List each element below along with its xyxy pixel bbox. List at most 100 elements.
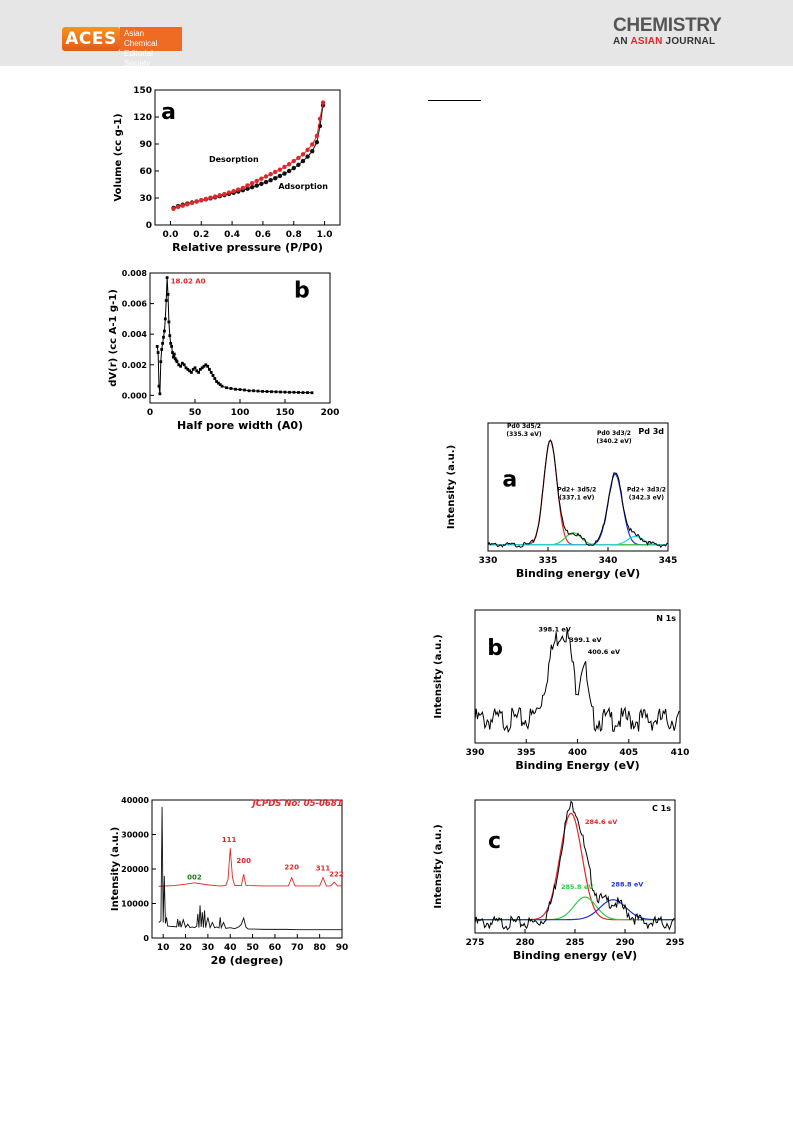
x-axis-label: 2θ (degree) bbox=[211, 954, 284, 967]
pore-data-point bbox=[211, 374, 215, 377]
peak-annotation: 284.6 eV bbox=[585, 818, 617, 826]
data-point-desorption bbox=[273, 169, 278, 175]
y-axis-label: Volume (cc g-1) bbox=[113, 113, 124, 201]
peak-annotation: Pd0 3d3/2 bbox=[597, 430, 631, 437]
data-point-desorption bbox=[199, 198, 204, 203]
data-point-desorption bbox=[203, 196, 209, 202]
peak-label: 111 bbox=[222, 836, 237, 844]
data-point-desorption bbox=[300, 152, 306, 157]
pore-data-point bbox=[193, 366, 197, 370]
plot-frame bbox=[151, 799, 343, 939]
x-tick-label: 50 bbox=[246, 943, 259, 953]
xrd-pattern-red bbox=[158, 848, 342, 887]
panel-letter: c bbox=[488, 829, 501, 854]
x-tick-label: 40 bbox=[224, 943, 237, 953]
data-point-adsorption bbox=[310, 149, 315, 154]
bet-isotherm-figure: 0.0 0.2 0.4 0.6 0.8 1.0 0 30 60 90 120 150 Relative … bbox=[110, 82, 350, 262]
xrd-pattern-black bbox=[158, 806, 342, 931]
pore-data-point bbox=[265, 390, 269, 393]
data-point-desorption bbox=[314, 133, 320, 139]
peak-label: 311 bbox=[316, 864, 331, 872]
data-point-desorption bbox=[245, 183, 250, 188]
data-point-desorption bbox=[282, 164, 287, 170]
x-tick-label: 340 bbox=[599, 556, 618, 566]
data-point-desorption bbox=[249, 180, 255, 186]
x-tick-label: 0.2 bbox=[193, 230, 209, 240]
y-tick-label: 0.002 bbox=[122, 361, 147, 370]
peak-label: 002 bbox=[187, 873, 202, 881]
x-axis-label: Binding energy (eV) bbox=[516, 567, 640, 580]
peak-annotation: 398.1 eV bbox=[539, 625, 571, 633]
x-tick-label: 0 bbox=[147, 408, 153, 418]
data-point-desorption bbox=[180, 203, 185, 208]
y-axis-label: Intensity (a.u.) bbox=[446, 445, 457, 529]
pore-data-point bbox=[157, 384, 161, 388]
xps-n1s-chart: 390 395 400 405 410 Binding Energy (eV) Intens… bbox=[433, 609, 690, 772]
data-point-desorption bbox=[277, 167, 283, 172]
x-tick-label: 200 bbox=[321, 408, 340, 418]
data-point-desorption bbox=[222, 191, 227, 197]
raw-spectrum bbox=[474, 628, 680, 733]
data-point-desorption bbox=[185, 202, 190, 207]
peak-annotation: Pd2+ 3d3/2 bbox=[627, 486, 666, 493]
x-tick-label: 100 bbox=[231, 408, 250, 418]
aces-society-text: Asian Chemical Editorial Society bbox=[120, 27, 182, 68]
x-tick-label: 80 bbox=[313, 943, 326, 953]
peak-annotation-value: (340.2 eV) bbox=[596, 438, 632, 445]
xps-c1s-chart: 275 280 285 290 295 Binding energy (eV) Intens… bbox=[433, 799, 685, 962]
pore-data-point bbox=[256, 389, 260, 393]
x-tick-label: 10 bbox=[157, 943, 170, 953]
x-tick-label: 275 bbox=[466, 938, 485, 948]
panel-letter: a bbox=[502, 467, 517, 492]
y-tick-label: 0.004 bbox=[122, 330, 148, 339]
peak-label: 220 bbox=[284, 864, 299, 872]
data-point-desorption bbox=[286, 162, 292, 167]
peak-annotation: 288.8 eV bbox=[611, 880, 643, 888]
pore-data-point bbox=[292, 390, 296, 394]
pore-data-point bbox=[156, 351, 160, 354]
blank-underline bbox=[428, 100, 481, 101]
peak-label: 222 bbox=[329, 871, 344, 879]
x-tick-label: 295 bbox=[666, 938, 685, 948]
x-tick-label: 410 bbox=[671, 748, 690, 758]
pore-data-point bbox=[160, 348, 164, 351]
xrd-figure: 10 20 30 40 50 60 70 80 90 0 10000 20000 30000 40000 2… bbox=[100, 795, 350, 975]
pore-data-point bbox=[163, 329, 166, 333]
pore-data-point bbox=[165, 276, 169, 279]
x-tick-label: 390 bbox=[466, 748, 485, 758]
data-point-adsorption bbox=[254, 183, 259, 188]
y-tick-label: 20000 bbox=[121, 865, 149, 874]
xps-c1s-figure: 275 280 285 290 295 Binding energy (eV) Intens… bbox=[433, 795, 690, 967]
x-tick-label: 290 bbox=[616, 938, 635, 948]
raw-spectrum bbox=[474, 800, 675, 931]
journal-title: CHEMISTRY bbox=[613, 15, 722, 36]
data-point-adsorption bbox=[259, 181, 264, 187]
plot-frame bbox=[487, 422, 669, 552]
pore-data-point bbox=[229, 387, 233, 390]
xps-pd3d-figure: 330 335 340 345 Binding energy (eV) Intensity… bbox=[446, 418, 677, 588]
pore-data-point bbox=[164, 299, 168, 302]
pore-data-point bbox=[217, 381, 220, 385]
x-axis-label: Relative pressure (P/P0) bbox=[172, 241, 323, 254]
pore-series-line bbox=[156, 277, 313, 394]
pore-data-point bbox=[175, 360, 179, 364]
pore-data-point bbox=[209, 371, 213, 374]
pore-data-point bbox=[179, 364, 182, 368]
peak-annotation: Pd2+ 3d5/2 bbox=[557, 486, 596, 493]
xrd-chart: 10 20 30 40 50 60 70 80 90 0 10000 20000 30000 40000 2… bbox=[110, 796, 348, 967]
x-tick-label: 335 bbox=[539, 556, 558, 566]
pore-data-point bbox=[301, 391, 305, 394]
peak-annotation-value: (335.3 eV) bbox=[506, 431, 542, 438]
fit-peak-blue bbox=[475, 899, 675, 921]
pore-data-point bbox=[274, 390, 278, 394]
pore-data-point bbox=[310, 391, 314, 395]
x-tick-label: 0.8 bbox=[286, 230, 302, 240]
xps-n1s-figure: 390 395 400 405 410 Binding Energy (eV) Intens… bbox=[433, 605, 690, 777]
pore-data-point bbox=[166, 293, 170, 296]
x-tick-label: 20 bbox=[179, 943, 192, 953]
pore-data-point bbox=[243, 388, 246, 392]
aces-line-2: Editorial Society bbox=[124, 49, 153, 68]
fit-peak-cyan bbox=[488, 535, 669, 546]
spectrum-title: N 1s bbox=[656, 614, 676, 623]
x-tick-label: 395 bbox=[517, 748, 536, 758]
